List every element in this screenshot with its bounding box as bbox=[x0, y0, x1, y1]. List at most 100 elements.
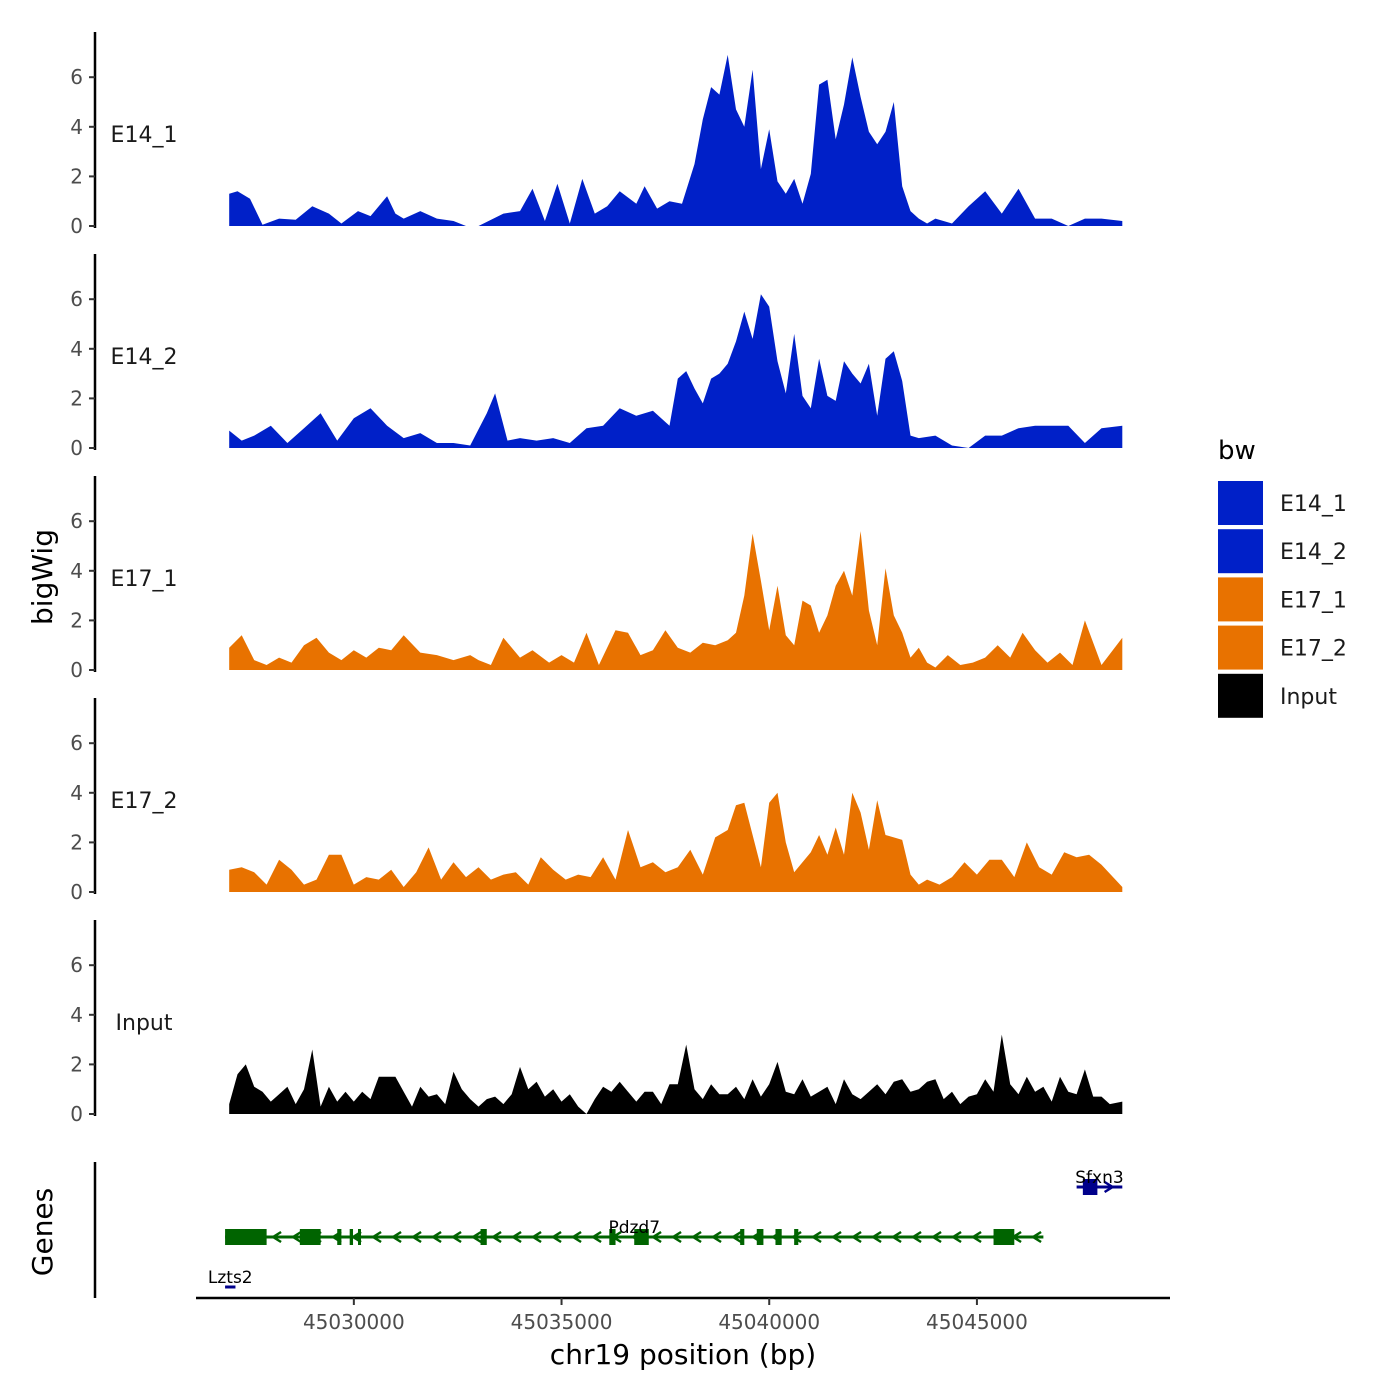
area-e14-1 bbox=[229, 54, 1123, 227]
gene-label-sfxn3: Sfxn3 bbox=[1075, 1168, 1123, 1188]
gene-label-pdzd7: Pdzd7 bbox=[608, 1218, 660, 1238]
exon bbox=[358, 1229, 361, 1245]
strand-arrow bbox=[790, 1230, 802, 1244]
track-e17-2: 0 2 4 6 E17_2 bbox=[70, 698, 1123, 904]
exon bbox=[480, 1229, 487, 1245]
legend-label: Input bbox=[1280, 685, 1337, 710]
strand-arrow bbox=[910, 1230, 922, 1244]
strand-arrow bbox=[690, 1230, 702, 1244]
track-label-input: Input bbox=[116, 1011, 173, 1036]
exon bbox=[225, 1229, 267, 1245]
y-tick-label: 2 bbox=[70, 1052, 83, 1076]
exon bbox=[993, 1229, 1015, 1245]
y-tick-label: 6 bbox=[70, 953, 83, 977]
strand-arrow bbox=[1103, 1180, 1115, 1194]
strand-arrow bbox=[450, 1230, 462, 1244]
gene-sfxn3: Sfxn3 bbox=[1075, 1168, 1124, 1195]
strand-arrow bbox=[810, 1230, 822, 1244]
y-tick-label: 6 bbox=[70, 731, 83, 755]
legend-key bbox=[1218, 625, 1263, 670]
legend: bw E14_1 E14_2 E17_1 E17_2 Input bbox=[1218, 436, 1347, 718]
exon bbox=[349, 1229, 354, 1245]
strand-arrow bbox=[390, 1230, 402, 1244]
strand-arrow bbox=[290, 1230, 302, 1244]
track-label-e17-2: E17_2 bbox=[111, 789, 178, 814]
legend-key bbox=[1218, 481, 1263, 525]
strand-arrow bbox=[1030, 1230, 1042, 1244]
exon bbox=[794, 1229, 799, 1245]
y-tick-label: 4 bbox=[70, 781, 83, 805]
strand-arrow bbox=[970, 1230, 982, 1244]
y-tick-label: 2 bbox=[70, 608, 83, 632]
y-tick-label: 0 bbox=[70, 214, 83, 238]
strand-arrow bbox=[470, 1230, 482, 1244]
y-tick-label: 0 bbox=[70, 1102, 83, 1126]
area-e14-2 bbox=[229, 294, 1123, 448]
legend-key bbox=[1218, 673, 1263, 718]
exon bbox=[775, 1229, 782, 1245]
track-label-e14-2: E14_2 bbox=[111, 345, 178, 370]
exon bbox=[1082, 1179, 1098, 1195]
y-tick-label: 4 bbox=[70, 1003, 83, 1027]
area-e17-2 bbox=[229, 792, 1123, 892]
strand-arrow bbox=[550, 1230, 562, 1244]
y-tick-label: 6 bbox=[70, 287, 83, 311]
strand-arrow bbox=[510, 1230, 522, 1244]
exon bbox=[609, 1229, 616, 1245]
x-tick-label: 45030000 bbox=[303, 1310, 405, 1334]
strand-arrow bbox=[490, 1230, 502, 1244]
strand-arrow bbox=[730, 1230, 742, 1244]
gene-track: Lzts2 Pdzd7 Sfxn3 bbox=[93, 1162, 1124, 1298]
legend-label: E14_2 bbox=[1280, 540, 1347, 565]
legend-item-input: Input bbox=[1218, 673, 1337, 718]
y-tick-label: 0 bbox=[70, 880, 83, 904]
exon bbox=[756, 1229, 764, 1245]
exon bbox=[740, 1229, 745, 1245]
y-tick-label: 2 bbox=[70, 164, 83, 188]
x-tick-label: 45040000 bbox=[718, 1310, 820, 1334]
x-tick-label: 45035000 bbox=[511, 1310, 613, 1334]
legend-item-e14-2: E14_2 bbox=[1218, 529, 1347, 574]
y-tick-label: 2 bbox=[70, 830, 83, 854]
exon bbox=[337, 1229, 342, 1245]
x-axis: 45030000 45035000 45040000 45045000 bbox=[196, 1296, 1170, 1334]
area-e17-1 bbox=[229, 531, 1123, 670]
strand-arrow bbox=[890, 1230, 902, 1244]
legend-item-e17-2: E17_2 bbox=[1218, 625, 1347, 670]
strand-arrow bbox=[930, 1230, 942, 1244]
y-tick-label: 0 bbox=[70, 658, 83, 682]
legend-key bbox=[1218, 577, 1263, 622]
strand-arrow bbox=[590, 1230, 602, 1244]
track-e17-1: 0 2 4 6 E17_1 bbox=[70, 476, 1123, 682]
y-tick-label: 2 bbox=[70, 386, 83, 410]
gene-track-title: Genes bbox=[26, 1188, 59, 1276]
legend-label: E17_1 bbox=[1280, 588, 1347, 613]
y-tick-label: 4 bbox=[70, 115, 83, 139]
strand-arrow bbox=[370, 1230, 382, 1244]
legend-item-e14-1: E14_1 bbox=[1218, 481, 1347, 525]
y-axis-title: bigWig bbox=[26, 529, 59, 625]
y-tick-label: 6 bbox=[70, 509, 83, 533]
y-tick-label: 4 bbox=[70, 337, 83, 361]
gene-label-lzts2: Lzts2 bbox=[208, 1268, 253, 1288]
strand-arrow bbox=[270, 1230, 282, 1244]
strand-arrow bbox=[850, 1230, 862, 1244]
y-tick-label: 0 bbox=[70, 436, 83, 460]
y-tick-label: 6 bbox=[70, 65, 83, 89]
legend-label: E14_1 bbox=[1280, 492, 1347, 517]
exon bbox=[634, 1229, 649, 1245]
exon bbox=[299, 1229, 321, 1245]
x-axis-title: chr19 position (bp) bbox=[550, 1338, 816, 1371]
legend-label: E17_2 bbox=[1280, 637, 1347, 662]
legend-title: bw bbox=[1218, 436, 1256, 466]
gene-lzts2: Lzts2 bbox=[208, 1268, 253, 1289]
track-input: 0 2 4 6 Input bbox=[70, 920, 1123, 1126]
x-tick-label: 45045000 bbox=[926, 1310, 1028, 1334]
strand-arrow bbox=[430, 1230, 442, 1244]
strand-arrow bbox=[530, 1230, 542, 1244]
track-label-e17-1: E17_1 bbox=[111, 567, 178, 592]
strand-arrow bbox=[950, 1230, 962, 1244]
area-input bbox=[229, 1034, 1123, 1114]
track-e14-2: 0 2 4 6 E14_2 bbox=[70, 254, 1123, 460]
